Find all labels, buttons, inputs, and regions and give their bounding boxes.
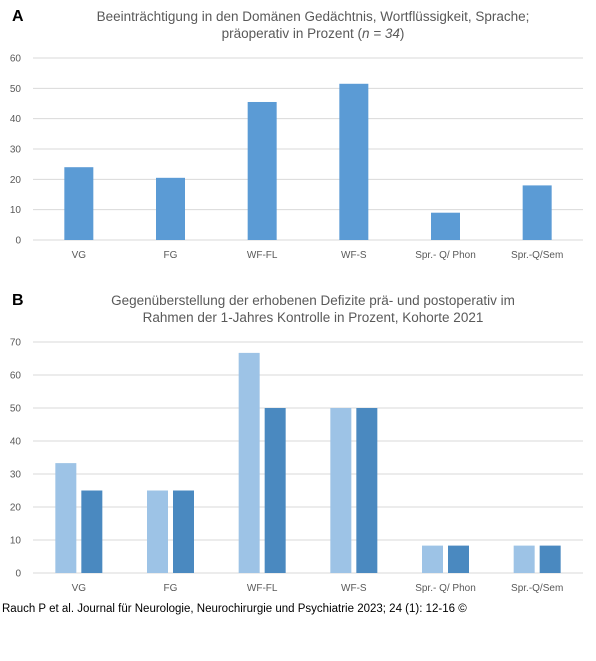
- y-tick-label: 0: [15, 569, 21, 580]
- x-tick-label: Spr.- Q/ Phon: [415, 250, 476, 261]
- x-tick-label: Spr.- Q/ Phon: [415, 583, 476, 594]
- panel-letter-a: A: [12, 8, 24, 25]
- y-tick-label: 60: [10, 54, 22, 65]
- x-tick-label: WF-FL: [247, 583, 278, 594]
- x-tick-label: VG: [72, 250, 87, 261]
- x-tick-label: WF-S: [341, 250, 367, 261]
- x-tick-label: WF-FL: [247, 250, 278, 261]
- chart-b-title: Gegenüberstellung der erhobenen Defizite…: [40, 292, 586, 326]
- bar: [522, 185, 552, 240]
- y-tick-label: 10: [10, 536, 22, 547]
- chart-a-title-line1: Beeinträchtigung in den Domänen Gedächtn…: [96, 9, 530, 24]
- bar: [339, 83, 369, 241]
- y-tick-label: 50: [10, 404, 22, 415]
- bar: [330, 408, 352, 573]
- y-tick-label: 50: [10, 84, 22, 95]
- y-tick-label: 30: [10, 470, 22, 481]
- bar: [147, 490, 168, 573]
- chart-b-title-line1: Gegenüberstellung der erhobenen Defizite…: [111, 293, 515, 308]
- bar: [64, 167, 94, 240]
- x-tick-label: FG: [164, 583, 178, 594]
- chart-b-title-line2: Rahmen der 1-Jahres Kontrolle in Prozent…: [142, 310, 484, 325]
- chart-a-title-line2-pre: präoperativ in Prozent (: [221, 26, 362, 41]
- y-tick-label: 40: [10, 437, 22, 448]
- bar: [173, 490, 194, 573]
- x-tick-label: FG: [164, 250, 178, 261]
- y-tick-label: 60: [10, 371, 22, 382]
- chart-a-title: Beeinträchtigung in den Domänen Gedächtn…: [40, 8, 586, 42]
- panel-letter-b: B: [12, 292, 24, 309]
- chart-a-title-n: n = 34: [361, 26, 400, 41]
- x-tick-label: VG: [72, 583, 87, 594]
- x-tick-label: Spr.-Q/Sem: [511, 250, 563, 261]
- bar: [81, 490, 103, 573]
- bar: [247, 101, 277, 240]
- y-tick-label: 0: [15, 236, 21, 247]
- y-tick-label: 70: [10, 338, 22, 349]
- bar: [422, 545, 443, 573]
- bar: [356, 408, 378, 573]
- chart-a-title-line2: präoperativ in Prozent (n = 34): [40, 25, 586, 42]
- bar: [238, 352, 260, 573]
- chart-a-title-line2-post: ): [399, 26, 405, 41]
- y-tick-label: 10: [10, 205, 22, 216]
- bar: [513, 545, 535, 573]
- bar: [55, 463, 77, 573]
- bar: [539, 545, 561, 573]
- y-tick-label: 20: [10, 175, 22, 186]
- x-tick-label: Spr.-Q/Sem: [511, 583, 563, 594]
- y-tick-label: 40: [10, 114, 22, 125]
- y-tick-label: 30: [10, 145, 22, 156]
- citation: Rauch P et al. Journal für Neurologie, N…: [2, 603, 467, 615]
- chart-a: 0 10 20 30 40 50 60 VG FG WF-FL WF-S Spr.- Q/ Phon S…: [10, 54, 583, 261]
- bar: [431, 212, 460, 240]
- bar: [448, 545, 469, 573]
- bar: [264, 408, 286, 573]
- x-tick-label: WF-S: [341, 583, 367, 594]
- bar: [156, 177, 185, 240]
- y-tick-label: 20: [10, 503, 22, 514]
- chart-b: 0 10 20 30 40 50 60 70 VG FG WF-FL WF-S Spr.- Q/ Pho…: [10, 338, 583, 594]
